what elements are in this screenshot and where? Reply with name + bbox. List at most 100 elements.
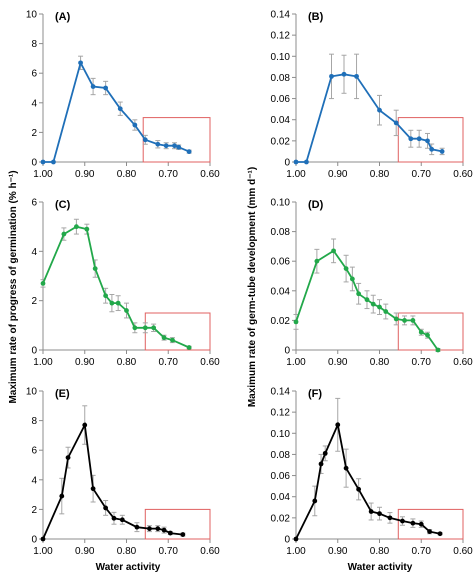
data-point — [40, 159, 46, 165]
data-point — [134, 524, 140, 530]
data-point — [170, 337, 175, 343]
y-tick-label: 0.06 — [271, 94, 291, 105]
data-point — [163, 143, 169, 149]
y-tick-label: 2 — [31, 505, 37, 516]
data-point — [151, 325, 157, 331]
data-point — [439, 149, 445, 154]
x-tick-label: 0.70 — [159, 169, 179, 180]
y-tick-label: 0.08 — [271, 227, 291, 238]
data-point — [335, 422, 341, 428]
data-point — [393, 120, 399, 126]
chart-panel: 0 2 4 6 8 10 1.00 0.90 0.80 0.70 0.60 (A) — [26, 10, 220, 181]
y-tick-label: 0 — [31, 158, 37, 169]
x-axis-label-right: Water activity — [348, 562, 413, 573]
x-tick-label: 0.90 — [75, 169, 95, 180]
panel-label: (D) — [308, 199, 324, 211]
data-point — [349, 276, 355, 282]
x-tick-label: 0.70 — [159, 357, 179, 368]
y-tick-label: 4 — [31, 247, 37, 258]
x-tick-label: 0.90 — [328, 357, 348, 368]
data-point — [356, 486, 362, 492]
data-point — [393, 316, 399, 322]
x-tick-label: 0.80 — [370, 357, 390, 368]
x-tick-label: 0.70 — [159, 546, 179, 557]
y-tick-label: 0 — [284, 158, 290, 169]
highlight-box — [397, 117, 464, 163]
y-tick-label: 0.12 — [271, 408, 291, 419]
chart-panel: 0 0.02 0.04 0.06 0.08 0.10 0.12 0.14 1.00 0.90 0.8… — [271, 387, 474, 558]
y-tick-label: 0.12 — [271, 31, 291, 42]
data-point — [400, 518, 405, 524]
y-tick-label: 0.04 — [271, 115, 291, 126]
panel-label: (F) — [308, 388, 322, 400]
y-tick-label: 6 — [31, 446, 37, 457]
y-tick-label: 4 — [31, 475, 37, 486]
data-point — [109, 300, 115, 306]
highlight-box — [142, 117, 211, 163]
y-tick-label: 8 — [31, 416, 37, 427]
data-point — [61, 231, 67, 237]
data-point — [312, 498, 318, 504]
data-point — [142, 137, 148, 143]
x-tick-label: 0.90 — [75, 357, 95, 368]
data-point — [155, 526, 161, 532]
x-tick-label: 0.80 — [370, 169, 390, 180]
data-point — [115, 300, 121, 306]
data-point — [74, 224, 79, 230]
x-axis-label-left: Water activity — [96, 562, 161, 573]
data-point — [82, 422, 88, 428]
data-point — [186, 345, 192, 350]
data-point — [161, 335, 167, 341]
x-tick-label: 0.70 — [412, 169, 432, 180]
data-point — [161, 527, 167, 533]
data-point — [92, 266, 98, 271]
x-tick-label: 1.00 — [286, 169, 306, 180]
data-point — [387, 515, 393, 521]
x-tick-label: 1.00 — [33, 357, 53, 368]
y-tick-label: 0 — [31, 535, 37, 546]
data-point — [425, 138, 430, 144]
y-tick-label: 0.04 — [271, 286, 291, 297]
data-point — [117, 106, 123, 112]
panel-label: (B) — [308, 11, 324, 23]
data-point — [119, 517, 125, 523]
data-point — [364, 297, 370, 303]
series-line — [42, 422, 184, 540]
y-tick-label: 0.10 — [271, 198, 291, 209]
x-tick-label: 0.60 — [200, 546, 220, 557]
data-point — [180, 532, 186, 537]
data-point — [142, 325, 148, 331]
x-tick-label: 0.60 — [453, 546, 473, 557]
data-point — [103, 85, 109, 91]
y-tick-label: 0.10 — [271, 429, 291, 440]
x-tick-label: 0.70 — [412, 546, 432, 557]
x-tick-label: 1.00 — [33, 546, 53, 557]
data-point — [318, 461, 324, 467]
y-tick-label: 0 — [31, 346, 37, 357]
data-point — [103, 293, 109, 299]
data-point — [84, 226, 90, 232]
y-tick-label: 6 — [31, 198, 37, 209]
y-tick-label: 10 — [26, 387, 38, 398]
data-point — [147, 526, 152, 532]
data-point — [418, 329, 424, 335]
data-point — [304, 159, 309, 165]
x-tick-label: 0.90 — [328, 546, 348, 557]
data-point — [103, 505, 109, 511]
data-point — [341, 71, 347, 77]
x-tick-label: 0.60 — [200, 357, 220, 368]
x-tick-label: 0.60 — [453, 357, 473, 368]
data-point — [402, 318, 407, 323]
series-line — [295, 249, 439, 351]
data-point — [343, 465, 349, 471]
data-point — [435, 347, 441, 353]
y-tick-label: 0 — [284, 535, 290, 546]
highlight-box — [144, 508, 211, 540]
panel-label: (E) — [55, 388, 70, 400]
y-tick-label: 0.10 — [271, 52, 291, 63]
data-point — [343, 266, 349, 271]
chart-panel: 0 2 4 6 1.00 0.90 0.80 0.70 0.60 (C) — [31, 198, 220, 369]
data-point — [124, 308, 129, 313]
